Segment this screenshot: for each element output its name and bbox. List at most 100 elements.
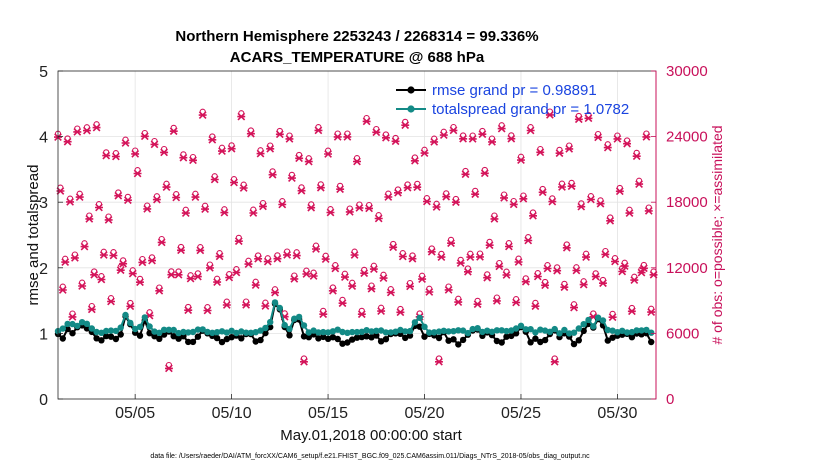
spread-series-point xyxy=(98,329,105,336)
spread-series-point xyxy=(291,315,298,322)
obs-assimilated-marker xyxy=(625,209,634,217)
obs-assimilated-marker xyxy=(353,157,361,166)
rmse-series-point xyxy=(151,333,158,340)
rmse-series-point xyxy=(194,333,202,340)
obs-assimilated-marker xyxy=(553,266,562,275)
rmse-series-point xyxy=(252,338,259,345)
obs-assimilated-marker xyxy=(480,169,489,178)
obs-assimilated-marker xyxy=(603,143,612,152)
spread-series-point xyxy=(175,329,182,337)
rmse-series-point xyxy=(349,336,356,343)
obs-assimilated-marker xyxy=(471,190,480,199)
rmse-series-point xyxy=(527,339,534,346)
spread-series-point xyxy=(435,328,443,335)
rmse-series-point xyxy=(69,330,76,337)
rmse-series-point xyxy=(112,335,120,343)
obs-assimilated-marker xyxy=(541,281,549,290)
obs-assimilated-marker xyxy=(263,257,272,266)
obs-assimilated-marker xyxy=(538,188,547,197)
obs-assimilated-marker xyxy=(271,288,279,297)
obs-assimilated-marker xyxy=(92,123,101,132)
obs-assimilated-marker xyxy=(198,111,207,119)
spread-series-point xyxy=(103,327,110,335)
obs-assimilated-marker xyxy=(488,138,496,146)
rmse-series-point xyxy=(213,334,221,342)
obs-assimilated-marker xyxy=(492,297,501,305)
obs-assimilated-marker xyxy=(615,187,624,196)
spread-series-point xyxy=(459,327,467,334)
obs-assimilated-marker xyxy=(150,140,159,149)
obs-assimilated-marker xyxy=(509,200,518,209)
spread-series-point xyxy=(218,328,226,335)
spread-series-point xyxy=(199,326,206,333)
obs-assimilated-marker xyxy=(485,241,494,250)
obs-assimilated-marker xyxy=(560,283,569,292)
spread-series-point xyxy=(339,328,346,336)
obs-assimilated-marker xyxy=(596,199,605,208)
spread-series-point xyxy=(498,327,505,334)
obs-assimilated-marker xyxy=(586,195,595,204)
rmse-series-point xyxy=(402,334,409,342)
spread-series-point xyxy=(83,320,91,327)
rmse-series-point xyxy=(344,339,351,346)
spread-series-point xyxy=(397,326,404,334)
obs-assimilated-marker xyxy=(377,307,386,315)
obs-assimilated-marker xyxy=(155,286,164,295)
obs-assimilated-marker xyxy=(365,204,373,213)
rmse-series-point xyxy=(382,336,390,343)
obs-assimilated-marker xyxy=(307,203,316,212)
spread-series-point xyxy=(566,330,573,337)
y-right-tick-label: 18000 xyxy=(666,194,708,211)
obs-assimilated-marker xyxy=(143,205,152,213)
obs-assimilated-marker xyxy=(435,357,443,366)
obs-assimilated-marker xyxy=(357,310,366,319)
rmse-series-point xyxy=(353,334,361,341)
obs-assimilated-marker xyxy=(292,251,301,260)
spread-series-point xyxy=(69,320,76,328)
spread-series-point xyxy=(604,326,611,334)
obs-assimilated-marker xyxy=(227,144,236,153)
obs-assimilated-marker xyxy=(562,243,571,252)
obs-assimilated-marker xyxy=(87,305,96,314)
spread-series-point xyxy=(648,329,655,336)
spread-series-point xyxy=(527,326,534,333)
obs-assimilated-marker xyxy=(201,205,209,213)
obs-assimilated-marker xyxy=(572,266,581,275)
obs-assimilated-marker xyxy=(285,135,294,143)
obs-assimilated-marker xyxy=(420,149,429,157)
spread-series-point xyxy=(160,326,168,333)
spread-series-point xyxy=(247,329,255,336)
grid-lines xyxy=(58,70,656,400)
x-tick-label: 05/20 xyxy=(404,405,444,422)
obs-assimilated-marker xyxy=(456,259,465,267)
legend-spread-label: totalspread grand pr = 1.0782 xyxy=(432,101,629,118)
rmse-series-point xyxy=(146,330,153,337)
obs-assimilated-marker xyxy=(394,188,402,197)
rmse-series-point xyxy=(315,335,322,342)
obs-assimilated-marker xyxy=(99,251,108,259)
obs-assimilated-marker xyxy=(620,262,629,270)
x-axis-label: May.01,2018 00:00:00 start xyxy=(280,427,462,444)
spread-series-point xyxy=(512,325,520,332)
axis-ticks: 05/05 05/10 05/15 05/20 05/25 05/30 0 1 2 3 4 5 0 600… xyxy=(39,63,708,422)
obs-assimilated-marker xyxy=(338,299,347,308)
obs-assimilated-marker xyxy=(594,133,603,142)
rmse-series-point xyxy=(329,334,337,341)
obs-assimilated-marker xyxy=(189,156,197,165)
obs-assimilated-marker xyxy=(367,284,376,293)
obs-assimilated-marker xyxy=(591,272,600,281)
spread-series-point xyxy=(353,328,361,336)
spread-series-point xyxy=(532,329,539,336)
obs-assimilated-marker xyxy=(410,156,419,165)
spread-series-point xyxy=(344,329,351,336)
legend: rmse grand pr = 0.98891 totalspread gran… xyxy=(396,82,629,118)
spread-series-point xyxy=(189,328,197,336)
obs-assimilated-marker xyxy=(582,253,590,261)
spread-series-point xyxy=(223,329,230,336)
obs-assimilated-marker xyxy=(333,133,342,141)
obs-assimilated-marker xyxy=(172,193,181,202)
obs-assimilated-marker xyxy=(304,157,313,166)
spread-series-point xyxy=(570,329,578,336)
spread-series-point xyxy=(377,327,385,334)
spread-series-point xyxy=(392,328,399,335)
